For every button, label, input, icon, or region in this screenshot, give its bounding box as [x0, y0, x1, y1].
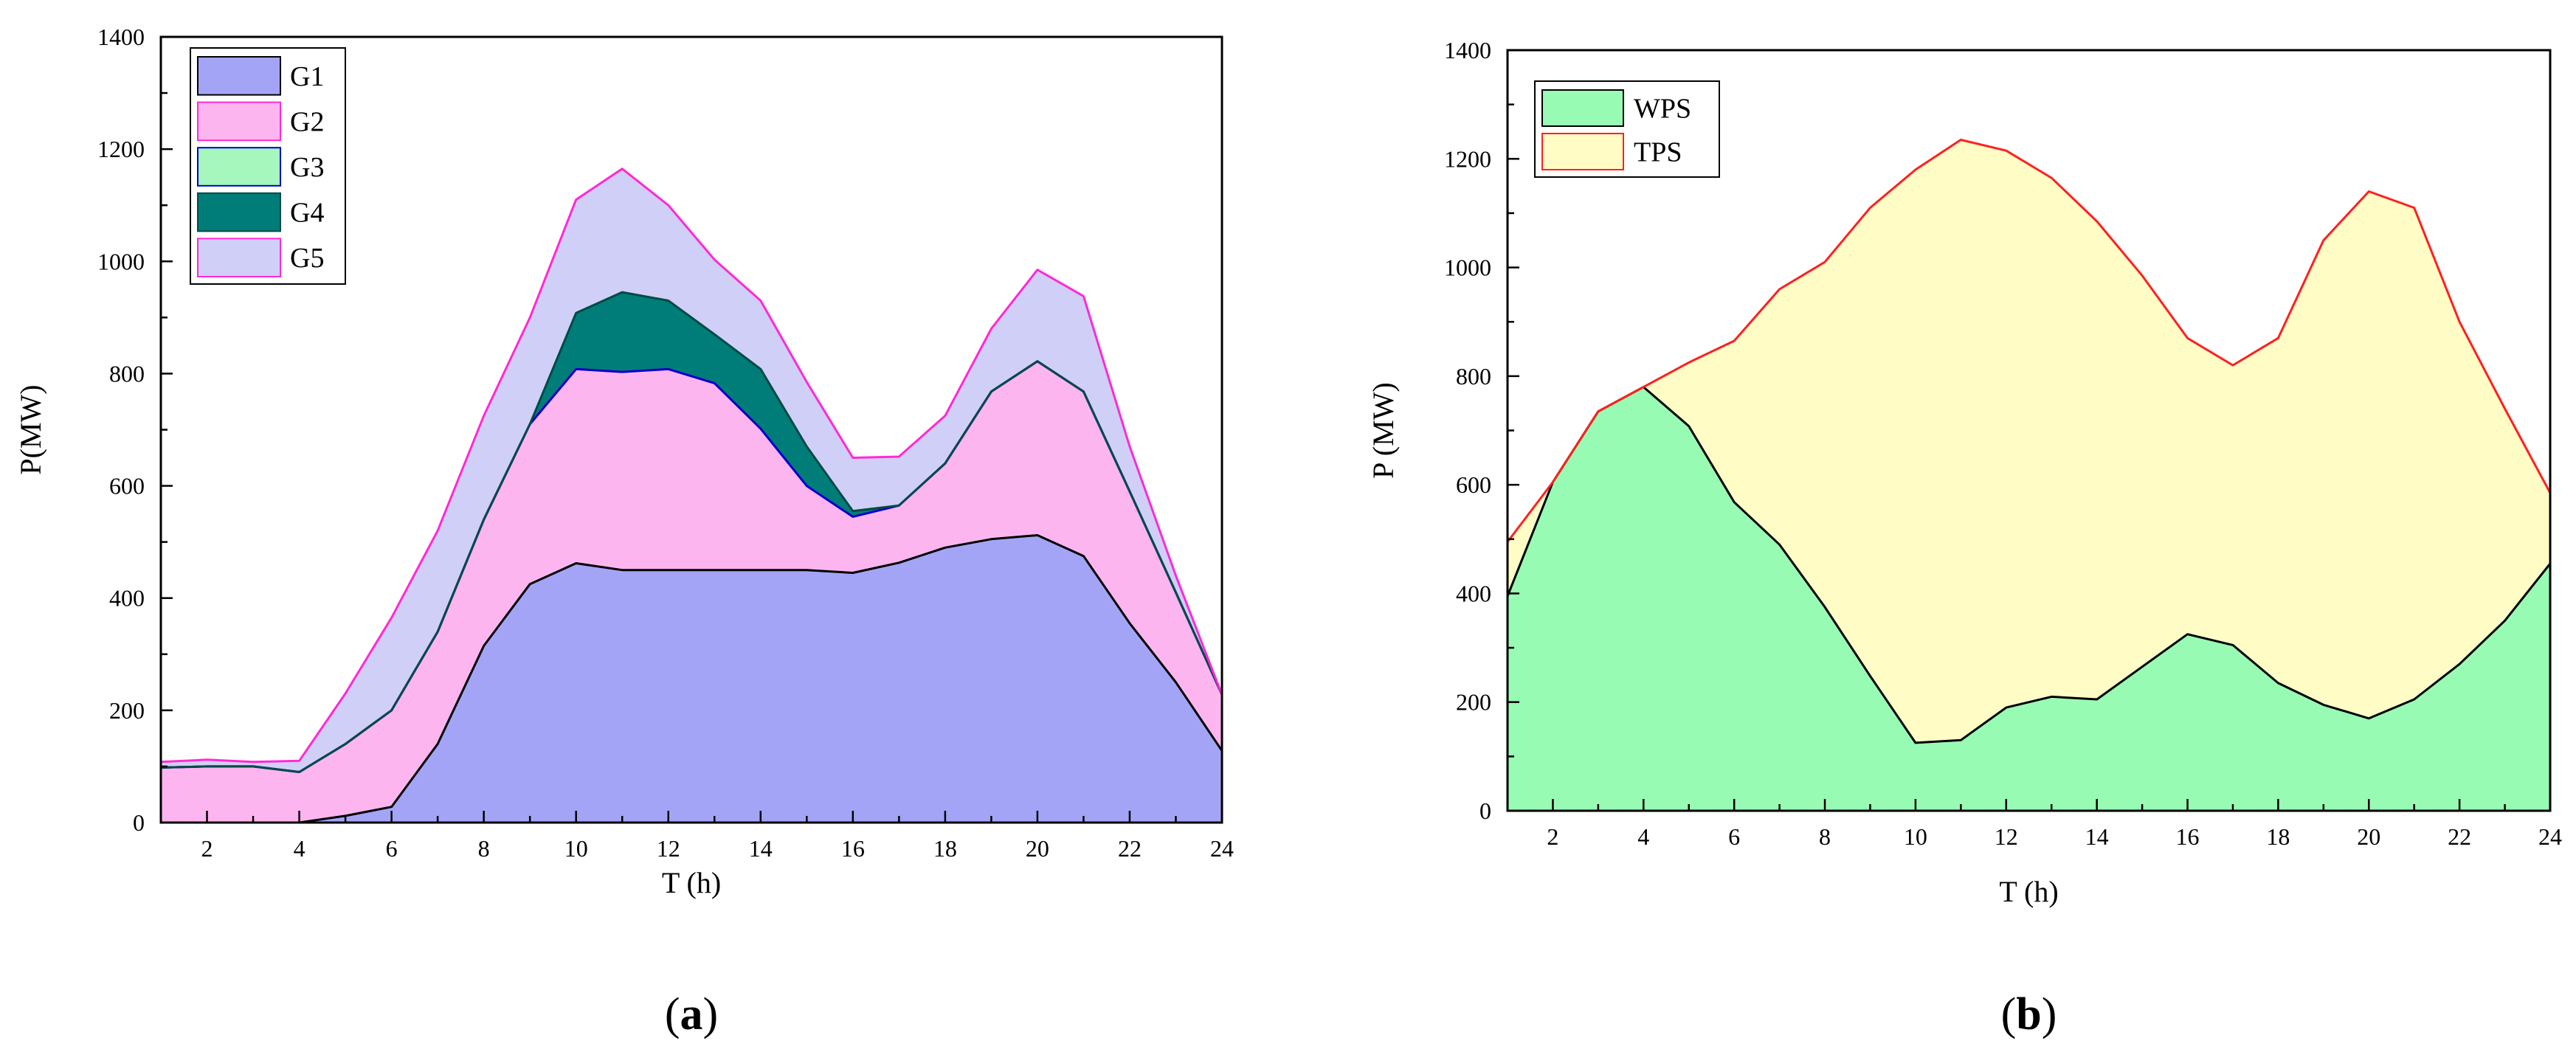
- legend: WPS TPS: [1534, 80, 1720, 178]
- y-tick-label: 400: [109, 585, 145, 612]
- panel-label-letter: b: [2016, 989, 2041, 1039]
- y-axis-title: P (MW): [1367, 382, 1400, 479]
- legend-label-g4: G4: [290, 198, 324, 229]
- x-tick-label: 12: [1995, 823, 2018, 850]
- chart-panel-a: 2 4 6 8 10 12 14 16 18 20 22 2402004006008001000120…: [14, 24, 1234, 1039]
- x-tick-label: 14: [2085, 823, 2109, 850]
- line-tps: [1506, 139, 2552, 543]
- legend-label-tps: TPS: [1634, 137, 1682, 168]
- x-tick-label: 20: [1026, 835, 1049, 862]
- y-tick-label: 1200: [1444, 145, 1491, 172]
- x-tick-label: 10: [564, 835, 588, 862]
- legend-swatch-g1: [197, 56, 281, 96]
- line-g5: [160, 167, 1223, 764]
- y-tick-label: 800: [1456, 363, 1491, 390]
- area-wps: [1508, 387, 2550, 811]
- area-g2: [161, 361, 1222, 823]
- legend-swatch-g3: [197, 147, 281, 187]
- x-tick-label: 8: [478, 835, 490, 862]
- x-tick-label: 20: [2357, 823, 2380, 850]
- x-tick-label: 18: [2266, 823, 2290, 850]
- panel-label-close: ): [2042, 989, 2057, 1039]
- x-tick-label: 18: [933, 835, 957, 862]
- line-wps: [1506, 386, 2552, 744]
- x-tick-label: 8: [1819, 823, 1831, 850]
- legend: G1 G2 G3 G4 G5: [190, 47, 346, 285]
- line-g4: [160, 291, 1223, 773]
- x-tick-label: 10: [1904, 823, 1927, 850]
- legend-label-g2: G2: [290, 106, 324, 137]
- x-tick-label: 12: [657, 835, 680, 862]
- legend-swatch-g5: [197, 238, 281, 277]
- y-tick-label: 400: [1456, 580, 1491, 606]
- legend-swatch-g4: [197, 192, 281, 232]
- x-tick-label: 16: [2176, 823, 2200, 850]
- x-tick-label: 4: [294, 835, 305, 862]
- panel-label-open: (: [665, 989, 680, 1039]
- y-tick-label: 800: [109, 360, 145, 387]
- x-tick-label: 24: [2538, 823, 2562, 850]
- y-tick-label: 200: [1456, 689, 1491, 716]
- panel-label: (a): [665, 989, 718, 1039]
- x-tick-label: 6: [1728, 823, 1740, 850]
- legend-swatch-tps: [1541, 133, 1624, 170]
- legend-swatch-g2: [197, 101, 281, 142]
- legend-label-g1: G1: [290, 61, 324, 92]
- chart-panel-b: 2 4 6 8 10 12 14 16 18 20 22 2402004006008001000120…: [1367, 37, 2562, 1039]
- legend-swatch-wps: [1541, 89, 1624, 127]
- x-tick-label: 14: [749, 835, 773, 862]
- x-axis-title: T (h): [662, 866, 721, 899]
- area-tps: [1508, 139, 2550, 743]
- x-tick-label: 4: [1637, 823, 1649, 850]
- panel-label: (b): [2001, 989, 2057, 1039]
- area-g1: [161, 535, 1222, 823]
- area-g5: [161, 168, 1222, 772]
- x-axis-title: T (h): [1999, 875, 2058, 908]
- y-tick-label: 1400: [1444, 37, 1491, 63]
- y-tick-label: 600: [1456, 471, 1491, 498]
- legend-label-g3: G3: [290, 152, 324, 183]
- panel-label-letter: a: [680, 989, 703, 1039]
- x-tick-label: 24: [1210, 835, 1234, 862]
- legend-label-g5: G5: [290, 243, 324, 274]
- y-axis-title: P(MW): [14, 384, 47, 474]
- y-tick-label: 1000: [97, 248, 145, 274]
- x-tick-label: 16: [841, 835, 865, 862]
- x-tick-label: 22: [2448, 823, 2471, 850]
- x-tick-label: 6: [386, 835, 398, 862]
- y-tick-label: 0: [133, 809, 145, 836]
- x-tick-label: 22: [1118, 835, 1142, 862]
- y-tick-label: 600: [109, 473, 145, 499]
- line-g1: [161, 534, 1223, 824]
- legend-label-wps: WPS: [1634, 94, 1691, 125]
- y-tick-label: 1400: [97, 24, 145, 50]
- x-tick-label: 2: [1547, 823, 1558, 850]
- y-tick-label: 0: [1479, 797, 1491, 824]
- panel-label-open: (: [2001, 989, 2017, 1039]
- y-tick-label: 1200: [97, 136, 145, 162]
- x-tick-label: 2: [201, 835, 213, 862]
- y-tick-label: 200: [109, 697, 145, 724]
- panel-label-close: ): [703, 989, 719, 1039]
- y-tick-label: 1000: [1444, 255, 1491, 281]
